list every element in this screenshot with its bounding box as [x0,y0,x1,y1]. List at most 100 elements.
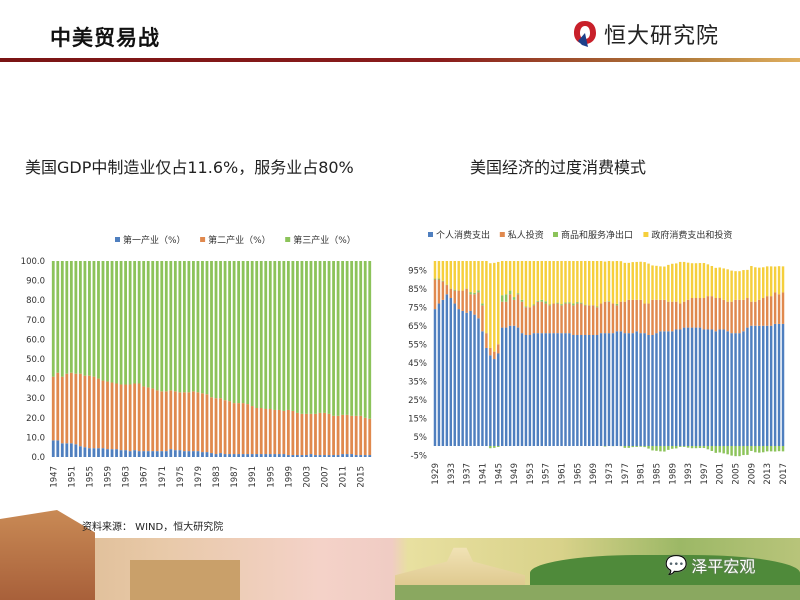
bar-segment [710,296,714,330]
bar-segment [345,414,349,455]
bar-segment [110,449,114,457]
bar-segment [453,290,456,304]
bar-segment [659,266,662,300]
bar-segment [746,269,749,298]
bar-segment [504,301,508,328]
bar-segment [219,261,222,399]
bar-segment [765,296,769,326]
x-tick-label: 2009 [747,463,757,485]
bar-segment [101,448,105,457]
x-tick-label: 1977 [621,463,631,485]
bar-segment [457,261,460,291]
x-tick-label: 2007 [321,466,331,488]
bar-segment [115,383,118,450]
y-tick-label: 10.0 [26,433,45,443]
bar-segment [560,261,563,305]
bar-segment [773,446,777,452]
bar-segment [232,454,236,457]
bar-segment [524,307,528,335]
bar-segment [465,288,468,313]
bar-segment [730,301,733,334]
bar-segment [675,329,678,446]
bar-segment [477,261,480,291]
bar-segment [354,455,358,457]
bar-segment [291,410,295,456]
bar-segment [493,446,496,448]
bar-segment [255,261,259,408]
bar-segment [228,454,231,457]
bar-segment [568,333,571,446]
bar-segment [568,303,571,334]
x-tick-label: 2001 [716,463,726,485]
bar-segment [595,335,599,446]
bar-segment [631,446,634,448]
bar-segment [237,403,241,455]
bar-segment [667,301,670,332]
bar-segment [572,303,575,306]
bar-segment [65,373,69,444]
legend-swatch [285,237,291,242]
bar-segment [556,261,559,303]
bar-segment [769,266,773,297]
water-illustration [395,585,800,600]
bar-segment [481,303,484,306]
y-tick-label: 55% [408,340,427,350]
bar-segment [520,333,524,446]
bar-segment [169,390,173,450]
bar-segment [192,261,195,392]
bar-segment [259,454,263,457]
x-tick-label: 2013 [763,463,773,485]
bar-segment [754,301,757,326]
bar-segment [781,446,785,452]
bar-segment [65,261,69,374]
x-tick-label: 1961 [558,463,568,485]
bar-segment [686,299,690,328]
bar-segment [655,265,658,300]
bar-segment [540,299,543,302]
bar-segment [286,409,290,456]
bar-segment [560,305,563,334]
bar-segment [520,299,524,302]
bar-segment [178,261,182,393]
bar-segment [128,451,132,457]
bar-segment [714,331,718,446]
bar-segment [512,299,516,326]
bar-segment [540,261,543,300]
bar-segment [110,261,114,383]
bar-segment [119,384,123,451]
bar-segment [528,335,532,446]
y-tick-label: 90.0 [26,277,45,287]
villa-illustration [0,510,95,600]
bar-segment [675,446,678,449]
bar-segment [765,325,769,446]
bar-segment [155,390,159,452]
bar-segment [722,446,725,454]
bar-segment [698,298,702,328]
x-tick-label: 1969 [589,463,599,485]
bar-segment [500,261,504,296]
bar-segment [295,261,299,413]
bar-segment [277,454,281,457]
bar-segment [599,333,603,446]
bar-segment [92,261,96,377]
bar-segment [591,335,595,446]
y-tick-label: 95% [408,266,427,276]
bar-segment [663,266,666,300]
bar-segment [481,261,484,304]
bar-segment [750,301,753,326]
legend-swatch [553,232,558,237]
bar-segment [508,261,512,291]
bar-segment [368,455,372,457]
bar-segment [56,372,60,441]
bar-segment [777,323,781,446]
bar-segment [318,261,322,413]
legend-label: 第三产业（%） [293,234,356,246]
bar-segment [182,451,186,457]
bar-segment [187,451,191,457]
x-tick-label: 1989 [668,463,678,485]
bar-segment [60,261,64,377]
bar-segment [623,333,627,446]
bar-segment [497,446,500,447]
bar-segment [504,327,508,446]
bar-segment [698,263,702,298]
